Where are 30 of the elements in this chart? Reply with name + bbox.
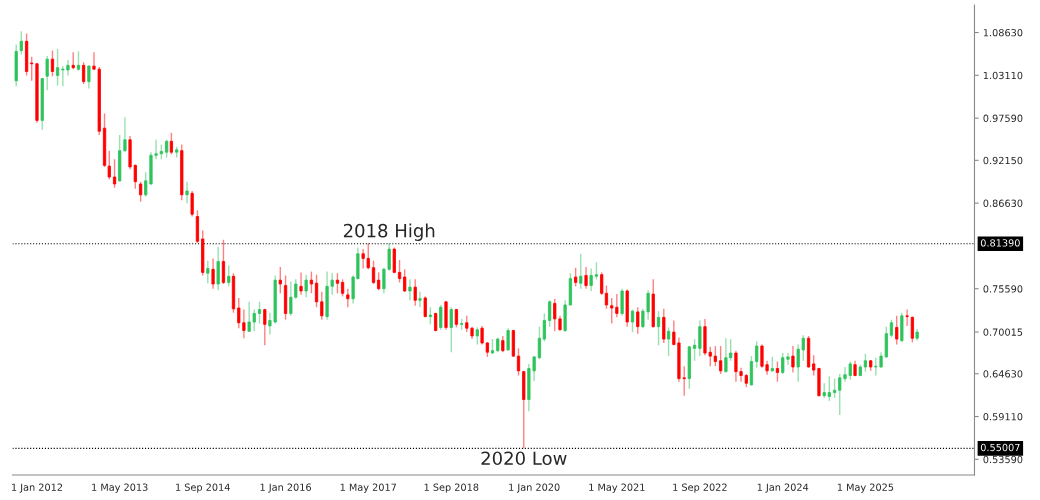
- candlestick: [418, 291, 422, 308]
- y-tick-label: 0.92150: [983, 156, 1023, 165]
- candlestick: [853, 360, 857, 377]
- y-tick-label: 0.97590: [983, 114, 1023, 122]
- candlestick: [915, 328, 919, 342]
- x-tick-label: 1 Jan 2020: [509, 483, 560, 493]
- y-tick-label: 0.59110: [983, 413, 1023, 421]
- y-tick-label: 1.03110: [983, 71, 1023, 80]
- x-tick-label: 1 Sep 2022: [673, 483, 727, 493]
- candlestick: [905, 308, 909, 327]
- ref-line-label: 0.55007: [980, 443, 1020, 452]
- y-tick-label: 0.53590: [983, 455, 1023, 464]
- annotation: 2020 Low: [481, 451, 567, 466]
- y-tick-label: 0.64630: [983, 370, 1023, 378]
- x-tick-label: 1 May 2021: [589, 483, 645, 493]
- annotation: 2018 High: [343, 223, 435, 241]
- x-tick-label: 1 May 2017: [340, 483, 397, 493]
- x-tick-label: 1 Jan 2016: [260, 483, 311, 493]
- y-tick-label: 0.70015: [983, 328, 1023, 336]
- y-tick-label: 0.75590: [983, 285, 1023, 293]
- x-tick-label: 1 Sep 2018: [424, 483, 479, 493]
- x-tick-label: 1 Jan 2024: [757, 483, 809, 493]
- x-tick-label: 1 May 2025: [837, 483, 894, 493]
- y-tick-label: 1.08630: [983, 29, 1023, 37]
- y-tick-label: 0.86630: [983, 199, 1023, 207]
- x-tick-label: 1 Sep 2014: [176, 483, 230, 493]
- ref-line-label: 0.81390: [980, 239, 1020, 247]
- x-tick-label: 1 Jan 2012: [12, 483, 63, 493]
- x-tick-label: 1 May 2013: [92, 483, 148, 493]
- candlestick: [501, 335, 505, 353]
